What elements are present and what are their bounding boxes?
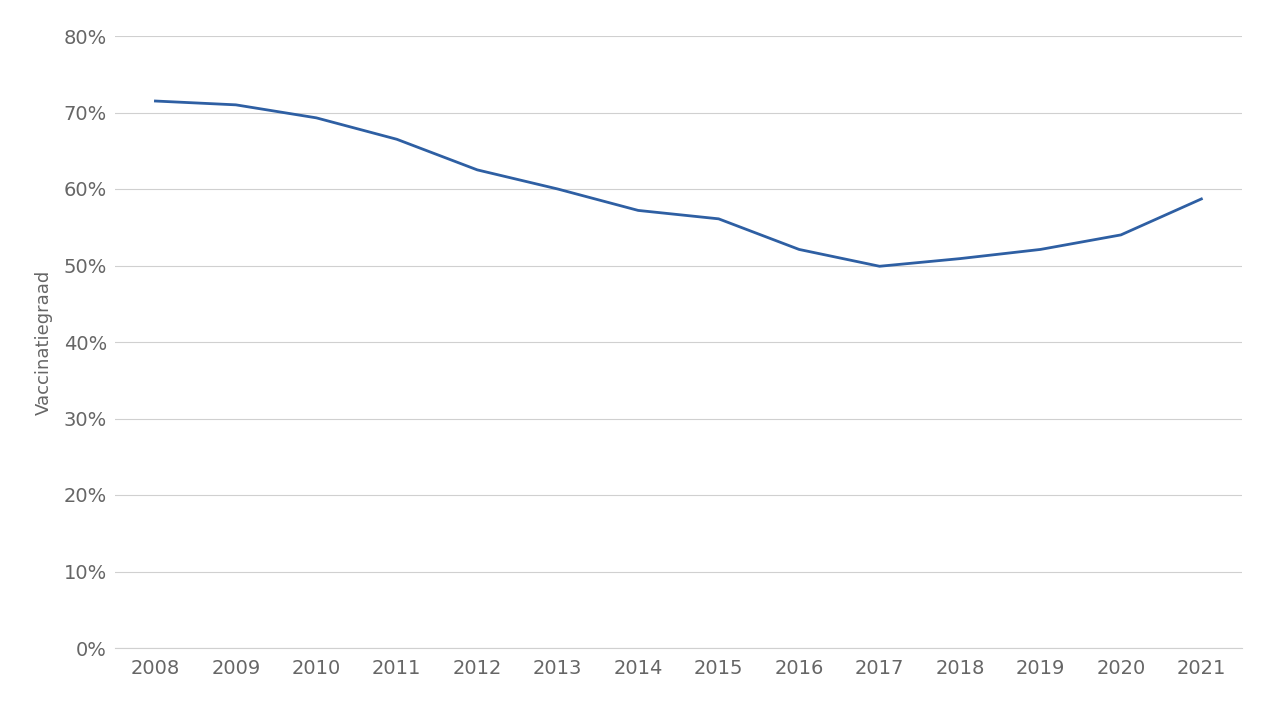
Y-axis label: Vaccinatiegraad: Vaccinatiegraad xyxy=(35,269,52,415)
